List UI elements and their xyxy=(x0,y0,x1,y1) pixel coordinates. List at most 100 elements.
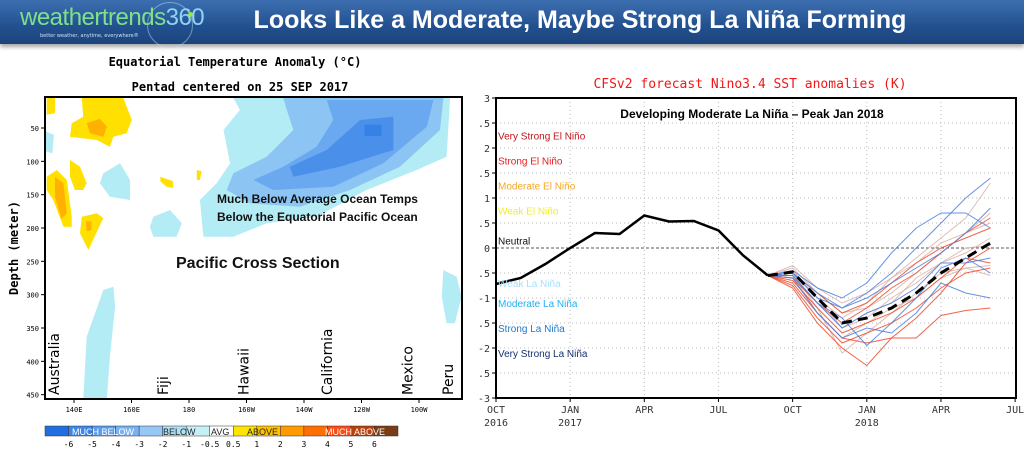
heatmap-frame xyxy=(44,96,463,400)
x-tick-month: APR xyxy=(932,405,951,416)
ensemble-member-line xyxy=(767,217,991,324)
observed-line xyxy=(495,214,769,286)
y-tick-label: 250 xyxy=(26,258,39,266)
legend-category-label: AVG xyxy=(211,427,229,437)
legend-level-label: -6 xyxy=(64,440,74,449)
header-bar: weathertrends360 better weather, anytime… xyxy=(0,0,1024,48)
x-tick-year: 2016 xyxy=(484,418,508,429)
annotation-text: Below the Equatorial Pacific Ocean xyxy=(217,210,418,224)
heatmap-subtitle: Pentad centered on 25 SEP 2017 xyxy=(132,80,349,94)
ensemble-member-line xyxy=(767,212,991,299)
ensemble-mean-line xyxy=(767,241,992,325)
x-tick-month: OCT xyxy=(784,405,802,416)
category-label: Weak La Niña xyxy=(498,279,561,290)
logo-main: weathertrends xyxy=(20,4,166,31)
ensemble-member-line xyxy=(767,275,991,367)
x-tick-month: OCT xyxy=(487,405,505,416)
legend-swatch xyxy=(44,425,69,437)
x-tick-label: 140E xyxy=(66,406,83,414)
x-tick-label: 120W xyxy=(353,406,371,414)
anomaly-region xyxy=(70,160,87,190)
annotation-text: Pacific Cross Section xyxy=(176,255,340,272)
legend-level-label: -3 xyxy=(134,440,144,449)
y-tick-label: 2 xyxy=(484,144,490,155)
anomaly-region xyxy=(149,210,182,237)
x-tick-month: APR xyxy=(635,405,654,416)
place-label: California xyxy=(320,329,336,395)
legend-swatch xyxy=(303,425,328,437)
y-tick-label: .5 xyxy=(478,119,490,130)
logo-dot xyxy=(188,12,193,17)
legend-category-label: BELOW xyxy=(163,427,196,437)
y-tick-label: 0 xyxy=(484,244,490,255)
legend-swatch xyxy=(374,425,399,437)
category-label: Very Strong El Niño xyxy=(498,132,586,143)
anomaly-region xyxy=(196,170,202,180)
anomaly-region xyxy=(160,176,174,188)
legend-level-label: -0.5 xyxy=(200,440,219,449)
logo-tagline: better weather, anytime, everywhere® xyxy=(40,33,139,39)
anomaly-region xyxy=(46,98,55,115)
x-tick-month: JAN xyxy=(561,405,579,416)
ensemble-member-line xyxy=(767,275,991,339)
category-label: Weak El Niño xyxy=(498,207,559,218)
anomaly-region xyxy=(441,270,462,324)
category-label: Moderate La Niña xyxy=(498,299,578,310)
legend-level-label: 5 xyxy=(349,440,354,449)
x-tick-month: JUL xyxy=(709,405,727,416)
logo-ring xyxy=(147,2,193,48)
y-tick-label: 450 xyxy=(26,392,39,400)
x-tick-month: JUL xyxy=(1006,405,1024,416)
legend-level-label: 2 xyxy=(278,440,283,449)
y-tick-label: 100 xyxy=(26,158,39,166)
legend-category-label: MUCH ABOVE xyxy=(325,427,385,437)
place-label: Mexico xyxy=(401,346,417,395)
x-tick-label: 140W xyxy=(296,406,314,414)
y-tick-label: -2 xyxy=(478,344,490,355)
line-chart-title: CFSv2 forecast Nino3.4 SST anomalies (K) xyxy=(593,77,906,92)
y-tick-label: 300 xyxy=(26,292,39,300)
legend-level-label: -2 xyxy=(158,440,168,449)
anomaly-region xyxy=(80,213,104,250)
legend-category-label: MUCH BELOW xyxy=(72,427,135,437)
x-tick-label: 160W xyxy=(238,406,256,414)
y-tick-label: -3 xyxy=(478,394,490,405)
place-label: Australia xyxy=(47,333,63,395)
legend-level-label: 4 xyxy=(325,440,330,449)
ensemble-member-line xyxy=(767,247,991,344)
y-tick-label: 50 xyxy=(31,125,39,133)
anomaly-region xyxy=(45,131,54,154)
logo: weathertrends360 xyxy=(20,4,205,31)
place-label: Hawaii xyxy=(237,348,253,395)
y-tick-label: -1 xyxy=(478,294,490,305)
legend-level-label: 3 xyxy=(301,440,306,449)
line-chart-frame xyxy=(495,97,1017,399)
legend-level-label: -1 xyxy=(181,440,191,449)
place-label: Fiji xyxy=(156,376,172,395)
y-tick-label: 350 xyxy=(26,325,39,333)
y-tick-label: .5 xyxy=(478,369,490,380)
y-tick-label: 150 xyxy=(26,192,39,200)
anomaly-region xyxy=(86,118,107,137)
logo-number: 360 xyxy=(165,4,205,31)
slide-title: Looks Like a Moderate, Maybe Strong La N… xyxy=(253,6,907,34)
category-label: Strong La Niña xyxy=(498,324,565,335)
ensemble-member-line xyxy=(767,257,991,334)
y-tick-label: .5 xyxy=(478,319,490,330)
category-label: Moderate El Niño xyxy=(498,182,576,193)
y-tick-label: 200 xyxy=(26,225,39,233)
heatmap-title: Equatorial Temperature Anomaly (°C) xyxy=(109,55,362,69)
legend-level-label: -4 xyxy=(111,440,121,449)
legend-category-label: ABOVE xyxy=(247,427,278,437)
y-tick-label: .5 xyxy=(478,219,490,230)
anomaly-region xyxy=(99,163,131,200)
category-label: Neutral xyxy=(498,237,530,248)
x-tick-year: 2018 xyxy=(855,418,879,429)
place-label: Peru xyxy=(441,364,457,395)
legend-swatch xyxy=(280,425,305,437)
anomaly-region xyxy=(364,124,382,136)
legend-swatch xyxy=(138,425,163,437)
x-tick-year: 2017 xyxy=(558,418,582,429)
y-axis-label: Depth (meter) xyxy=(7,201,21,295)
y-tick-label: .5 xyxy=(478,169,490,180)
